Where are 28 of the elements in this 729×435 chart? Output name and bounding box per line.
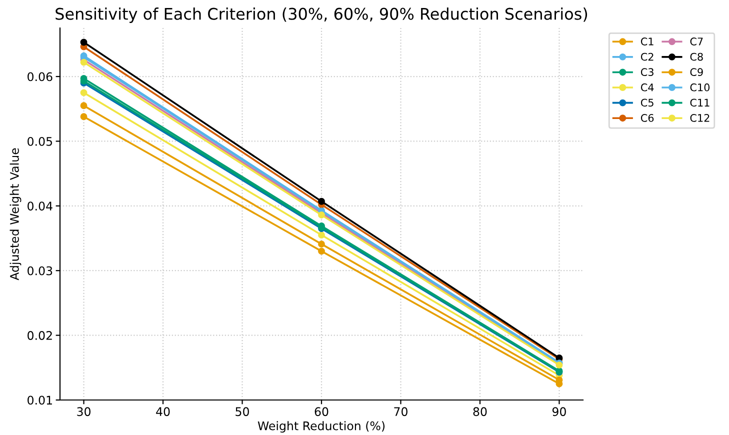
y-tick-label: 0.06 <box>28 72 52 82</box>
x-tick-label: 30 <box>77 407 90 416</box>
legend-label: C10 <box>690 83 710 92</box>
x-tick-label: 50 <box>236 407 249 416</box>
legend-label: C1 <box>640 38 654 46</box>
chart-title: Sensitivity of Each Criterion (30%, 60%, 90% Reduction Scenarios) <box>56 8 588 23</box>
legend-label: C9 <box>690 68 703 76</box>
x-tick-label: 90 <box>552 407 566 416</box>
legend-label: C8 <box>690 52 703 61</box>
x-tick-label: 80 <box>473 407 487 416</box>
y-tick-label: 0.01 <box>28 396 52 405</box>
legend-label: C4 <box>640 83 654 92</box>
x-tick-label: 40 <box>156 407 170 416</box>
legend-label: C2 <box>640 52 654 61</box>
x-axis-title: Weight Reduction (%) <box>258 421 385 433</box>
y-axis-title: Adjusted Weight Value <box>10 148 22 280</box>
legend-label: C12 <box>690 114 710 122</box>
x-tick-label: 60 <box>314 407 328 416</box>
legend-label: C6 <box>640 114 654 122</box>
legend-label: C7 <box>690 38 703 46</box>
y-tick-label: 0.03 <box>28 266 52 276</box>
legend-label: C3 <box>640 68 654 76</box>
y-tick-label: 0.05 <box>28 136 52 146</box>
legend-label: C11 <box>690 98 710 107</box>
y-tick-label: 0.02 <box>28 331 52 340</box>
x-tick-label: 70 <box>394 407 408 416</box>
y-tick-label: 0.04 <box>28 202 52 211</box>
legend-label: C5 <box>640 98 654 107</box>
